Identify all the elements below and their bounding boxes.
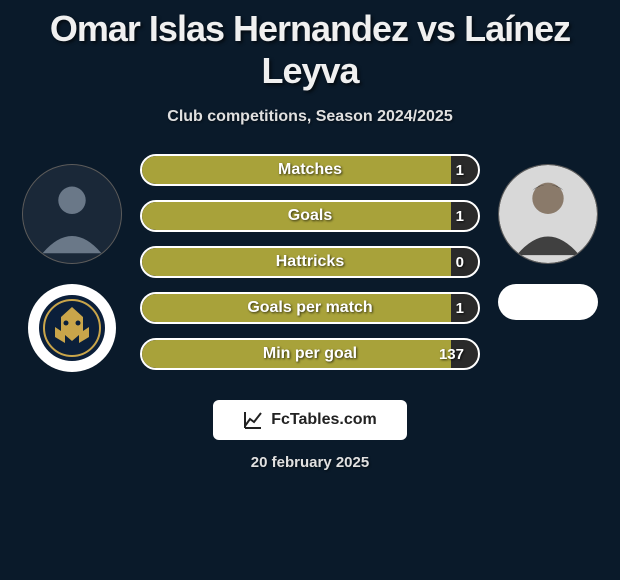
stat-bar-label: Hattricks [142,248,478,276]
pumas-logo-icon [37,293,107,363]
stat-bars: Matches1Goals1Hattricks0Goals per match1… [140,154,480,370]
date-text: 20 february 2025 [251,454,369,471]
player-right-icon [499,164,597,264]
stat-bar-label: Goals [142,202,478,230]
page-subtitle: Club competitions, Season 2024/2025 [167,108,452,126]
credit-text: FcTables.com [271,411,377,429]
club-left-logo [28,284,116,372]
stat-bar-value: 137 [439,340,464,368]
stat-bar-label: Goals per match [142,294,478,322]
player-left-avatar [22,164,122,264]
left-column [22,154,122,372]
club-right-logo [498,284,598,320]
stat-bar-label: Matches [142,156,478,184]
stat-bar: Min per goal137 [140,338,480,370]
stat-bar: Hattricks0 [140,246,480,278]
stat-bar-value: 1 [456,156,464,184]
stat-bar: Goals1 [140,200,480,232]
player-left-icon [23,164,121,264]
credit-box: FcTables.com [213,400,407,440]
stat-bar: Goals per match1 [140,292,480,324]
stat-bar-label: Min per goal [142,340,478,368]
stat-bar-value: 0 [456,248,464,276]
chart-icon [243,410,263,430]
player-right-avatar [498,164,598,264]
right-column [498,154,598,320]
stat-bar-value: 1 [456,202,464,230]
main-row: Matches1Goals1Hattricks0Goals per match1… [0,154,620,372]
stat-bar-value: 1 [456,294,464,322]
stat-bar: Matches1 [140,154,480,186]
page-title: Omar Islas Hernandez vs Laínez Leyva [0,8,620,92]
